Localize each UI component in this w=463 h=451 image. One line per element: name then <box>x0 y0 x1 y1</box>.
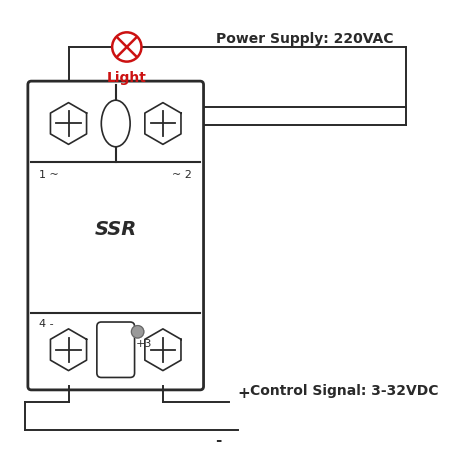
Text: 1 ~: 1 ~ <box>39 170 59 179</box>
Circle shape <box>131 326 144 338</box>
Text: Control Signal: 3-32VDC: Control Signal: 3-32VDC <box>250 384 438 397</box>
FancyBboxPatch shape <box>97 322 135 377</box>
Text: +3: +3 <box>135 339 152 349</box>
Text: 4 -: 4 - <box>39 319 54 329</box>
Text: SSR: SSR <box>94 220 137 239</box>
FancyBboxPatch shape <box>28 82 204 390</box>
Text: ~ 2: ~ 2 <box>172 170 192 179</box>
Text: +: + <box>238 385 250 400</box>
Ellipse shape <box>101 101 130 147</box>
Circle shape <box>112 33 141 63</box>
Text: -: - <box>216 432 222 447</box>
Text: Light: Light <box>107 71 147 85</box>
Text: Power Supply: 220VAC: Power Supply: 220VAC <box>215 32 393 46</box>
